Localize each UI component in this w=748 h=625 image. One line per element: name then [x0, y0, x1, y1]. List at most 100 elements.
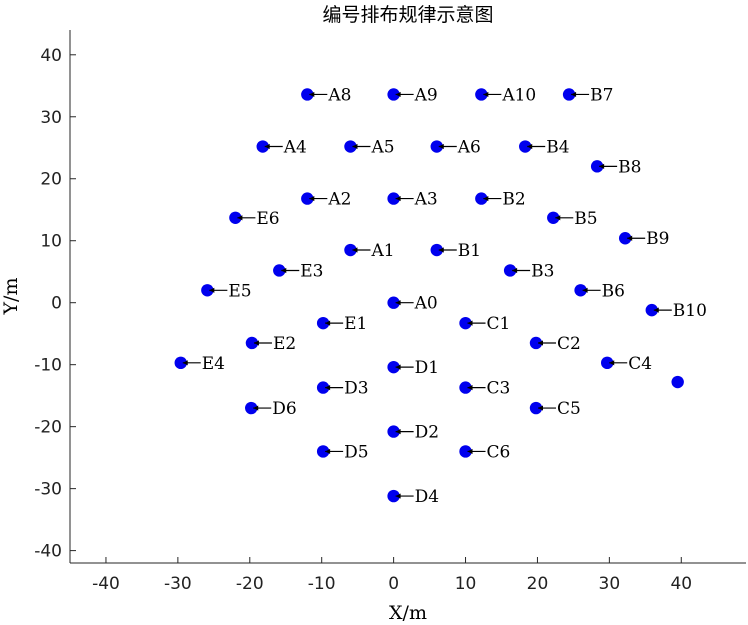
point-marker [387, 425, 400, 438]
point-label-arrowhead [538, 340, 544, 346]
y-tick-label: 40 [40, 46, 62, 66]
point-label-arrowhead [438, 143, 444, 150]
data-point: A8 [301, 85, 351, 105]
point-label-arrowhead [438, 247, 444, 253]
point-label: E1 [344, 314, 367, 334]
point-label-arrowhead [237, 215, 243, 221]
point-label-arrowhead [395, 493, 401, 499]
point-label: C3 [487, 379, 511, 399]
point-marker [387, 489, 400, 503]
data-points: A0 A1 A2 A3 A4 A5 A6 A8 A9 A10 B1 B2 B3 B4 B5 B6 B7 B8 B9 B… [174, 85, 707, 507]
point-label-arrowhead [483, 91, 489, 98]
point-marker [256, 140, 269, 153]
point-label: E2 [273, 334, 296, 354]
data-point: E3 [273, 261, 324, 281]
data-point: C4 [601, 354, 652, 374]
x-tick-label: -40 [92, 574, 120, 594]
point-label: C1 [487, 314, 511, 334]
point-label-arrowhead [538, 405, 544, 411]
point-label-arrowhead [527, 143, 533, 150]
point-marker [316, 316, 330, 330]
point-label: B8 [618, 157, 641, 177]
point-marker [503, 264, 517, 277]
x-tick-label: -10 [308, 574, 336, 594]
x-tick-label: 40 [670, 574, 692, 594]
point-label: D3 [344, 379, 368, 399]
point-label-arrowhead [182, 360, 188, 366]
point-label-arrowhead [395, 300, 401, 306]
point-marker [387, 192, 400, 205]
data-point: E1 [316, 314, 367, 334]
data-point: B2 [475, 190, 526, 210]
data-point: E4 [174, 354, 225, 374]
point-label: A10 [501, 85, 536, 105]
y-tick-label: 10 [40, 232, 62, 252]
data-point: B6 [574, 281, 625, 301]
point-label-arrowhead [467, 385, 473, 391]
x-tick-label: 10 [455, 574, 477, 594]
point-marker [229, 211, 242, 224]
point-label-arrowhead [483, 195, 489, 202]
data-point: B9 [618, 229, 669, 249]
point-label-arrowhead [309, 91, 315, 98]
point-label: D4 [415, 487, 439, 507]
x-tick-label: 30 [599, 574, 621, 594]
point-label: A9 [414, 85, 438, 105]
y-tick-label: 20 [40, 170, 62, 190]
point-label-arrowhead [352, 143, 358, 150]
point-label-arrowhead [467, 320, 473, 326]
point-marker [344, 140, 357, 153]
data-point: E2 [245, 334, 296, 354]
point-label-arrowhead [627, 235, 633, 241]
data-point: C3 [459, 379, 510, 399]
point-marker [590, 160, 604, 173]
point-marker [316, 445, 330, 458]
data-point: D2 [387, 423, 439, 443]
point-label-arrowhead [352, 247, 358, 253]
point-marker [301, 88, 314, 101]
point-label: D2 [415, 423, 439, 443]
point-marker [301, 192, 314, 205]
point-label: B4 [546, 138, 569, 158]
point-label-arrowhead [582, 287, 588, 293]
point-marker [387, 360, 400, 374]
point-marker [245, 401, 258, 415]
point-label: C4 [628, 354, 652, 374]
point-label: A3 [414, 190, 438, 210]
data-point: A10 [475, 85, 536, 105]
point-label: E3 [300, 261, 323, 281]
point-label-arrowhead [609, 360, 615, 366]
x-tick-label: -20 [236, 574, 264, 594]
point-label-arrowhead [571, 91, 577, 98]
point-label-arrowhead [325, 385, 331, 391]
point-label-arrowhead [395, 195, 401, 202]
point-label: B10 [673, 301, 707, 321]
point-label-arrowhead [395, 91, 401, 98]
point-marker [475, 192, 488, 205]
x-ticks: -40 -30 -20 -10 0 10 20 30 40 [92, 557, 692, 594]
point-label: B2 [502, 190, 525, 210]
point-marker [459, 445, 472, 458]
point-label: B6 [602, 281, 625, 301]
point-label: A2 [327, 190, 351, 210]
point-label: E5 [228, 281, 251, 301]
data-point: A6 [430, 138, 481, 158]
data-point: A1 [344, 241, 395, 261]
point-label: A4 [283, 138, 307, 158]
point-label: B7 [590, 85, 613, 105]
point-label: A1 [370, 241, 394, 261]
point-label-arrowhead [209, 287, 215, 293]
point-label-arrowhead [253, 405, 259, 411]
data-point: B1 [430, 241, 481, 261]
point-marker [245, 336, 259, 350]
point-label: D1 [415, 358, 439, 378]
y-tick-label: 30 [40, 108, 62, 128]
point-marker [273, 264, 286, 277]
data-point: A2 [301, 190, 351, 210]
y-axis-title: Y/m [0, 278, 22, 316]
data-point: D6 [245, 399, 297, 419]
point-marker [430, 140, 443, 153]
data-point: E6 [229, 209, 280, 229]
data-point: D1 [387, 358, 439, 378]
y-tick-label: -40 [34, 542, 62, 562]
